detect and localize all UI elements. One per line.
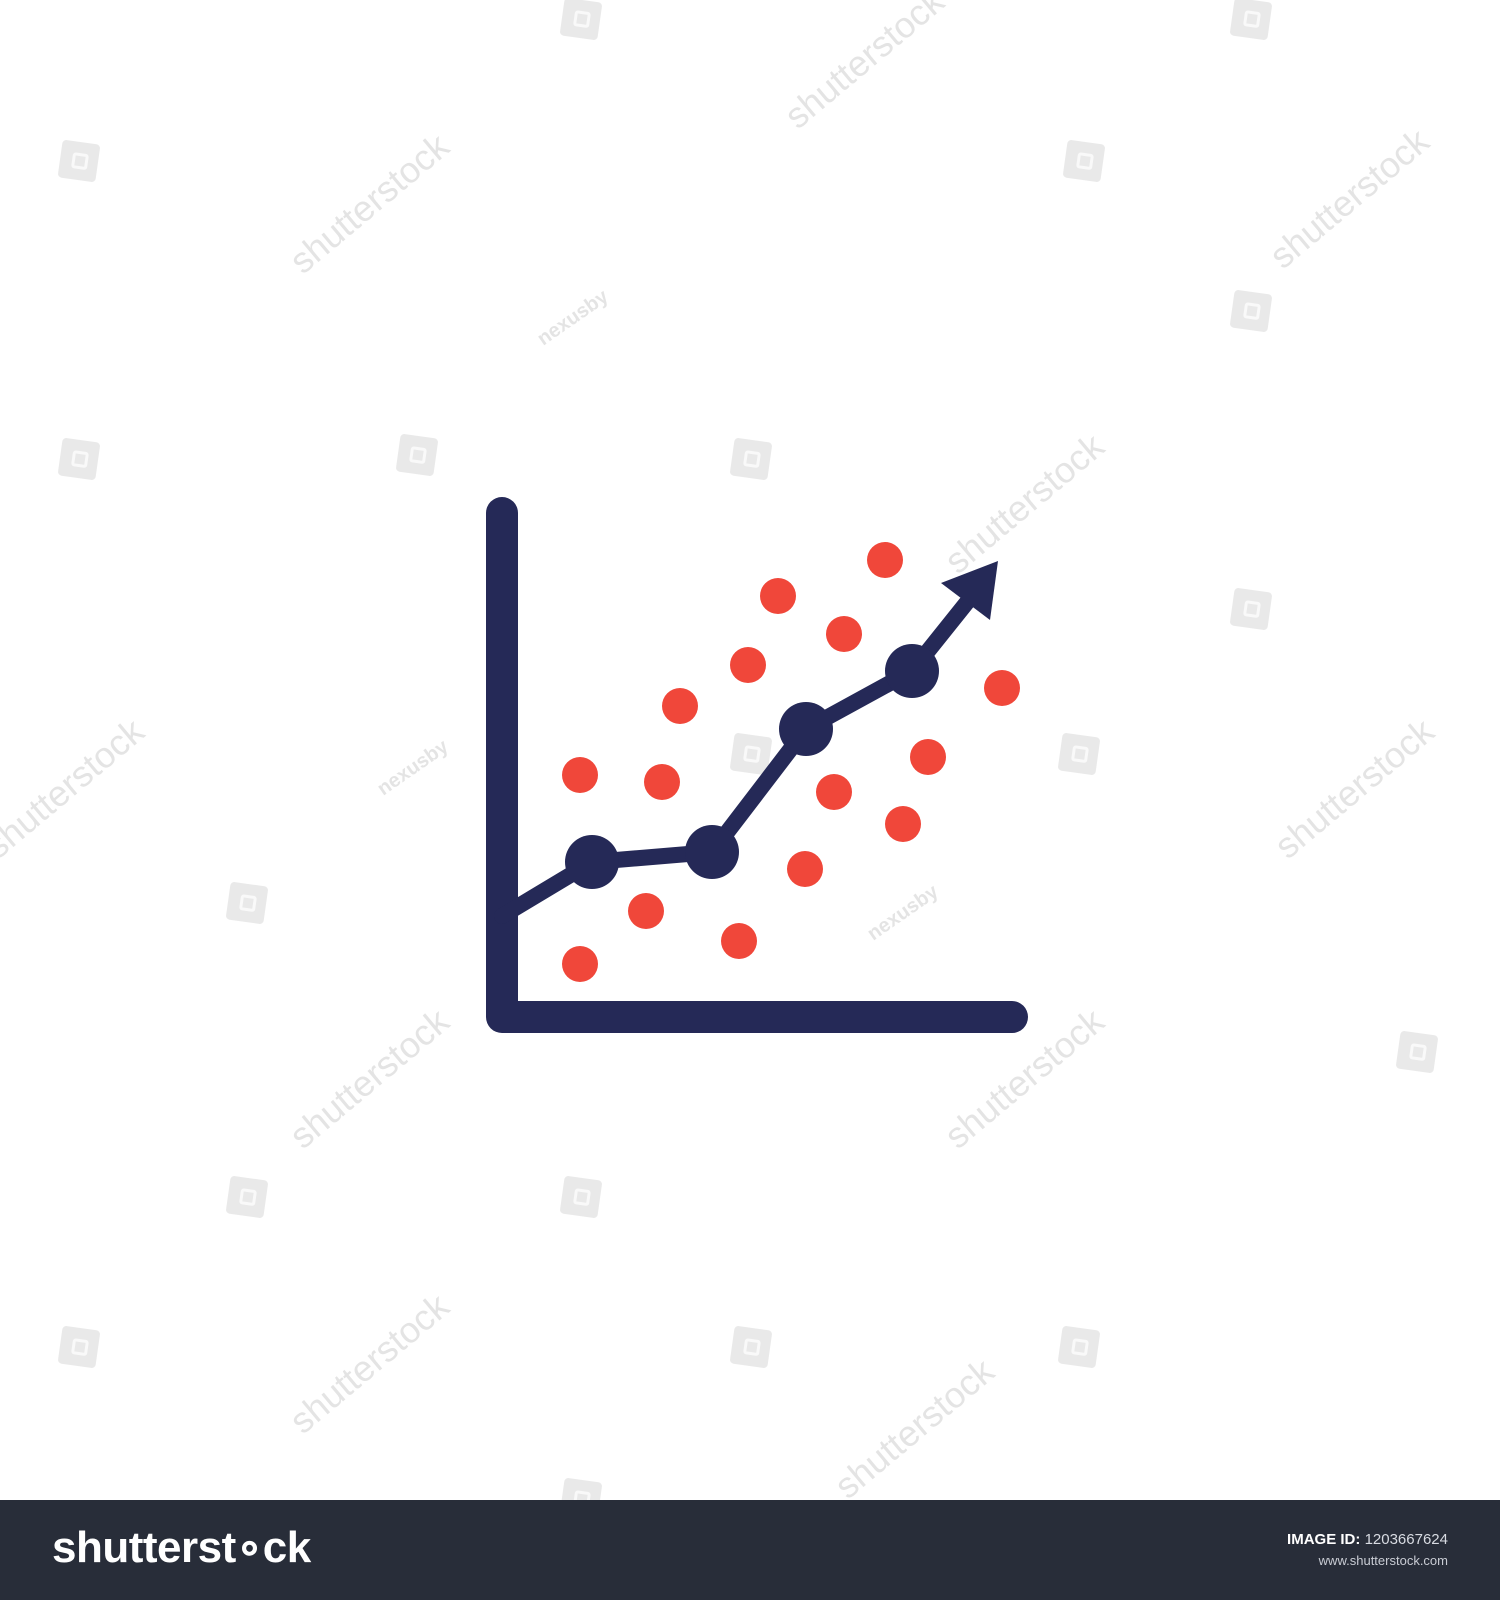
image-id-label: IMAGE ID: [1287, 1531, 1361, 1548]
scatter-dot [760, 578, 796, 614]
trend-arrow-head [941, 561, 998, 620]
footer-url: www.shutterstock.com [1318, 1553, 1448, 1568]
scatter-dot [721, 923, 757, 959]
footer-bar: shutterst∘ck IMAGE ID: 1203667624 www.sh… [0, 1500, 1500, 1600]
scatter-dot [885, 806, 921, 842]
trend-node [885, 644, 939, 698]
trend-node [565, 835, 619, 889]
axis-lines [486, 497, 1028, 1033]
scatter-dot [826, 616, 862, 652]
image-id-line: IMAGE ID: 1203667624 [1287, 1530, 1448, 1550]
scatter-dot [562, 757, 598, 793]
scatter-dot [867, 542, 903, 578]
scatter-dot [662, 688, 698, 724]
scatter-dot [730, 647, 766, 683]
trend-line [494, 561, 998, 924]
scatter-dot [787, 851, 823, 887]
scatter-dot [562, 946, 598, 982]
shutterstock-logo: shutterst∘ck [52, 1523, 311, 1572]
chart-axes [486, 497, 1028, 1033]
image-meta: IMAGE ID: 1203667624 www.shutterstock.co… [1287, 1530, 1448, 1572]
trend-node [685, 825, 739, 879]
growth-chart-icon [486, 497, 1028, 1033]
scatter-dot [644, 764, 680, 800]
scatter-dot [816, 774, 852, 810]
scatter-dot [910, 739, 946, 775]
scatter-dot [984, 670, 1020, 706]
scatter-dot [628, 893, 664, 929]
scatter-points [562, 542, 1020, 982]
image-id-value: 1203667624 [1364, 1531, 1448, 1548]
trend-node [779, 702, 833, 756]
